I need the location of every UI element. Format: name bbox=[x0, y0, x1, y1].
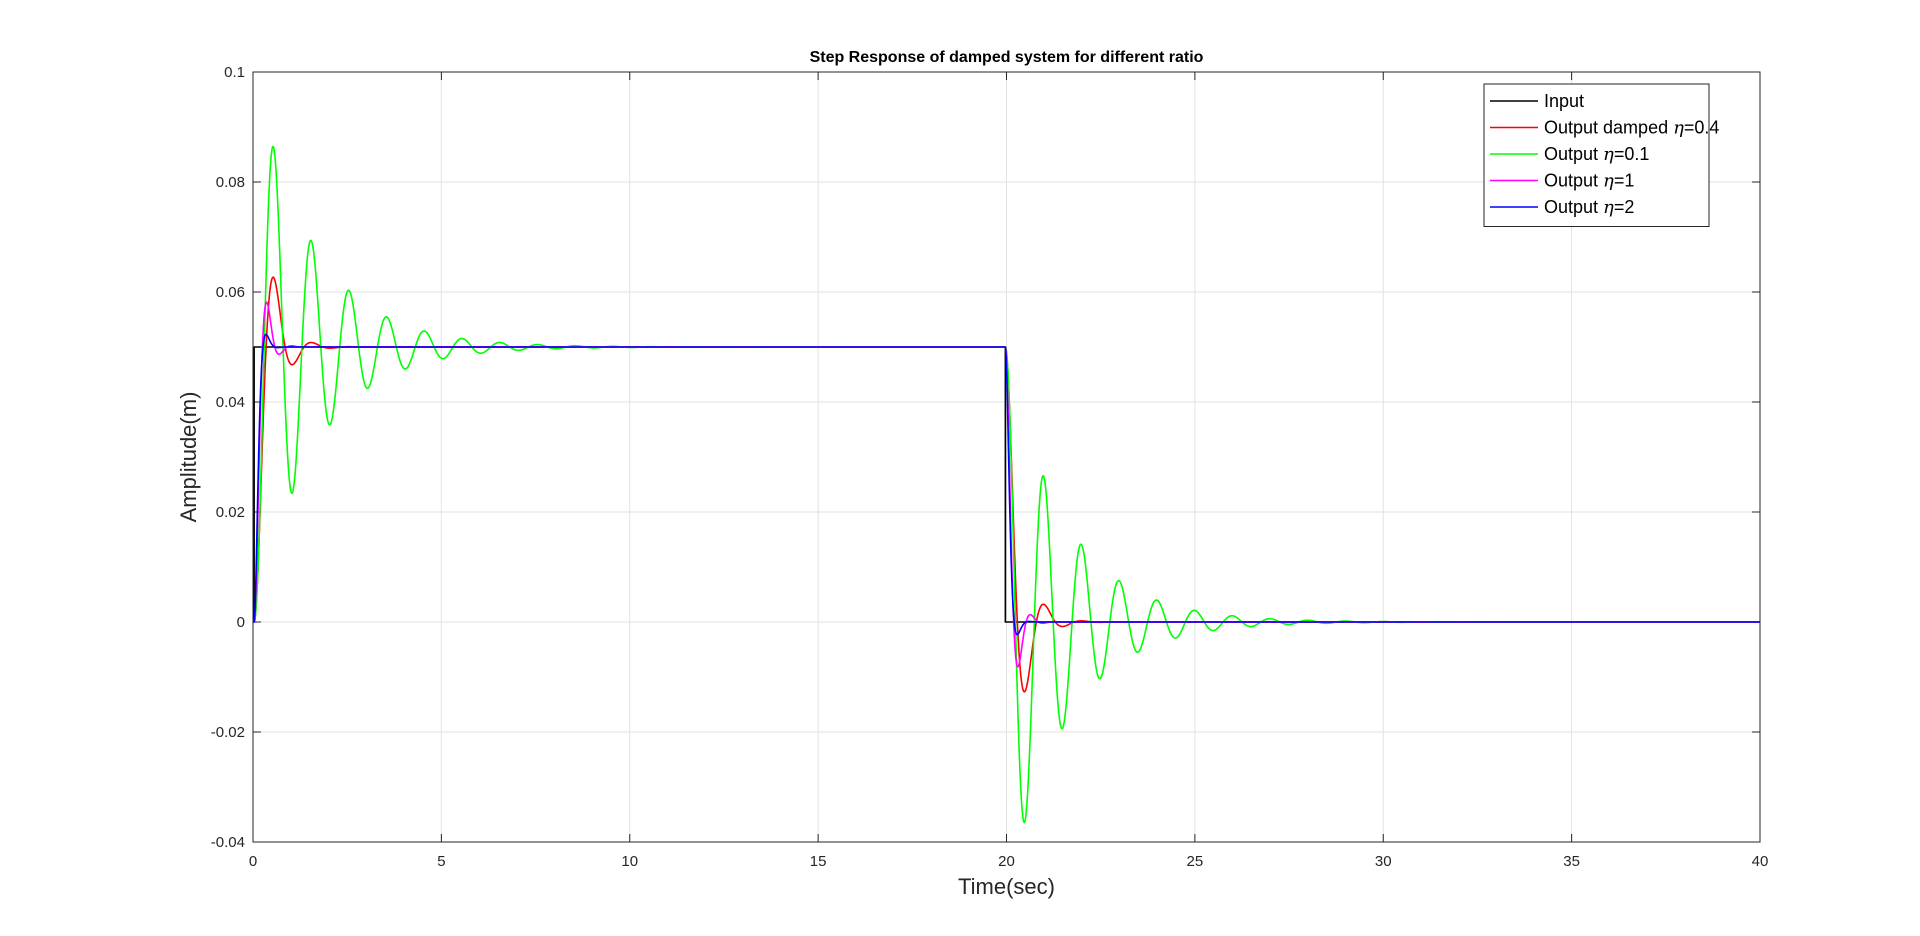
x-tick-label: 20 bbox=[998, 853, 1015, 870]
series-lines bbox=[252, 145, 1761, 824]
x-tick-label: 10 bbox=[621, 853, 638, 870]
legend-entry-symbol: η bbox=[1603, 144, 1614, 165]
legend-entry-value: =1 bbox=[1614, 171, 1635, 191]
series-line bbox=[252, 333, 1761, 636]
legend-entry: Output η=0.1 bbox=[1544, 144, 1649, 165]
y-tick-label: 0.08 bbox=[216, 174, 245, 191]
x-tick-label: 15 bbox=[810, 853, 827, 870]
x-tick-label: 30 bbox=[1375, 853, 1392, 870]
legend-entry-symbol: η bbox=[1673, 118, 1684, 139]
legend-entry-symbol: η bbox=[1603, 171, 1614, 192]
legend-entry-text: Output bbox=[1544, 144, 1603, 164]
legend-entry-value: =0.4 bbox=[1684, 118, 1720, 138]
x-tick-label: 0 bbox=[249, 853, 257, 870]
x-tick-label: 35 bbox=[1563, 853, 1580, 870]
chart-title: Step Response of damped system for diffe… bbox=[810, 49, 1204, 66]
y-tick-label: 0 bbox=[237, 614, 245, 631]
legend-entry: Output η=2 bbox=[1544, 197, 1634, 218]
legend-entry: Output η=1 bbox=[1544, 171, 1634, 192]
plot-area-border bbox=[252, 71, 1761, 843]
y-axis-label: Amplitude(m) bbox=[176, 392, 201, 523]
legend-entry-value: =0.1 bbox=[1614, 144, 1650, 164]
legend-entry-text: Output bbox=[1544, 197, 1603, 217]
axis-ticks: 0 5 10 15 20 25 30 35 40 -0.04 -0.02 0 0.02 0.04 0.06 0… bbox=[211, 64, 1769, 870]
legend-entry-value: =2 bbox=[1614, 197, 1635, 217]
x-axis-label: Time(sec) bbox=[958, 874, 1055, 899]
y-tick-label: 0.04 bbox=[216, 394, 245, 411]
legend-entry: Input bbox=[1544, 91, 1584, 111]
y-tick-label: 0.02 bbox=[216, 504, 245, 521]
legend-box bbox=[1483, 83, 1710, 227]
x-tick-label: 40 bbox=[1752, 853, 1769, 870]
legend-entry-text: Output damped bbox=[1544, 118, 1673, 138]
y-tick-label: 0.06 bbox=[216, 284, 245, 301]
legend-entry: Output damped η=0.4 bbox=[1544, 118, 1719, 139]
legend-entry-text: Input bbox=[1544, 91, 1584, 111]
legend-entry-text: Output bbox=[1544, 171, 1603, 191]
y-tick-label: -0.02 bbox=[211, 724, 245, 741]
y-tick-label: 0.1 bbox=[224, 64, 245, 81]
x-tick-label: 25 bbox=[1187, 853, 1204, 870]
y-tick-label: -0.04 bbox=[211, 834, 245, 851]
x-tick-label: 5 bbox=[437, 853, 445, 870]
legend-entry-symbol: η bbox=[1603, 197, 1614, 218]
